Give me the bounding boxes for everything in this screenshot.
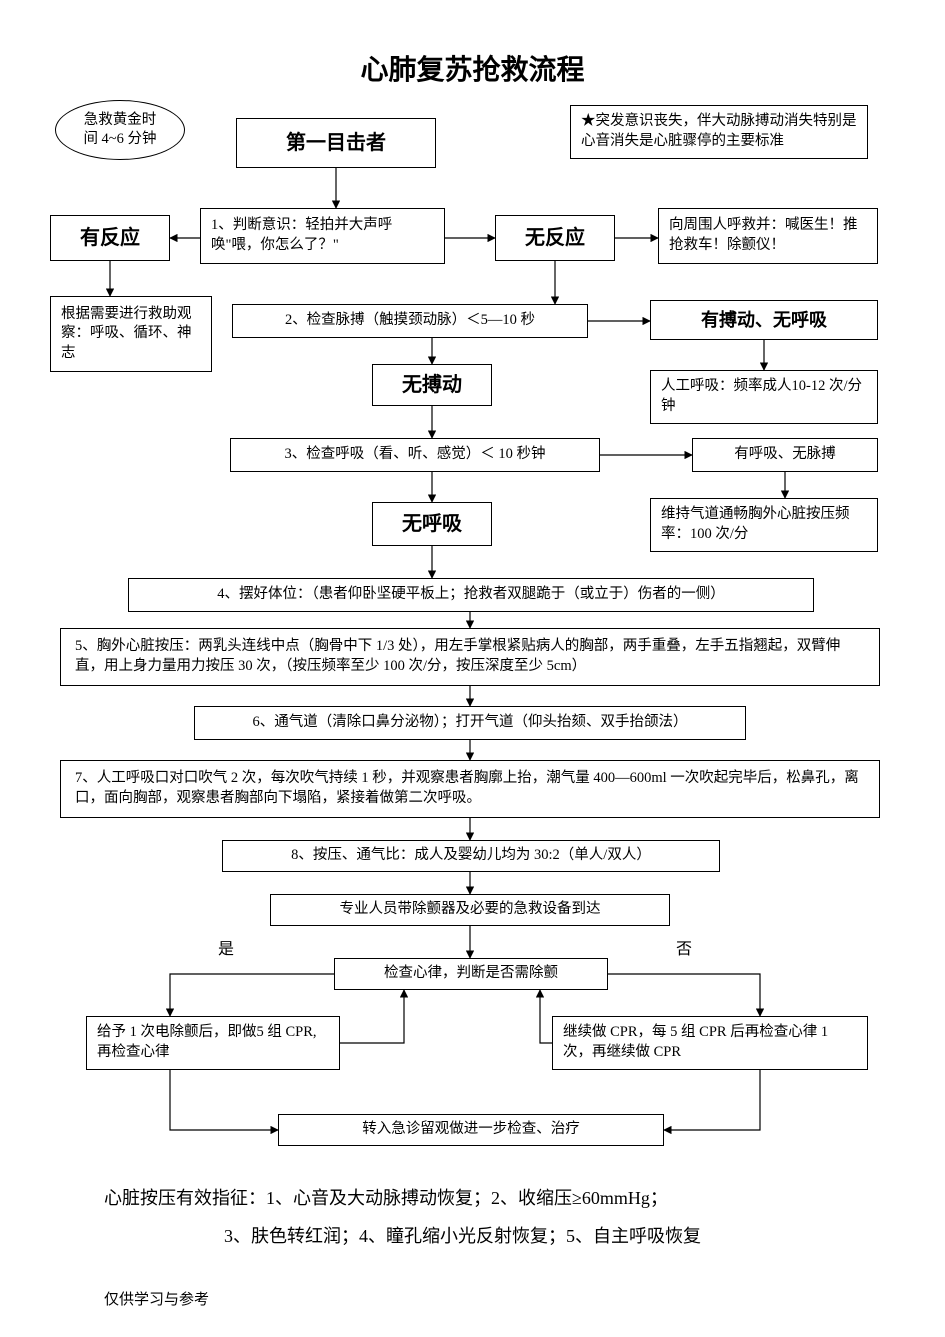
- indicators-text: 心脏按压有效指征：1、心音及大动脉搏动恢复；2、收缩压≥60mmHg； 3、肤色…: [104, 1180, 864, 1256]
- indicators-line1: 心脏按压有效指征：1、心音及大动脉搏动恢复；2、收缩压≥60mmHg；: [104, 1180, 864, 1218]
- no-label: 否: [676, 935, 692, 959]
- transfer-box: 转入急诊留观做进一步检查、治疗: [278, 1114, 664, 1146]
- yes-branch-box: 给予 1 次电除颤后，即做5 组 CPR,再检查心律: [86, 1016, 340, 1070]
- breath-no-pulse-box: 有呼吸、无脉搏: [692, 438, 878, 472]
- golden-time-ellipse: 急救黄金时 间 4~6 分钟: [55, 100, 185, 160]
- check-rhythm-box: 检查心律，判断是否需除颤: [334, 958, 608, 990]
- flowchart-page: 心肺复苏抢救流程 急救黄金时 间 4~6 分钟 第一目击者 ★突发意识丧失，伴大…: [0, 0, 945, 1337]
- step5-box: 5、胸外心脏按压：两乳头连线中点（胸骨中下 1/3 处），用左手掌根紧贴病人的胸…: [60, 628, 880, 686]
- pulse-no-breath-box: 有搏动、无呼吸: [650, 300, 878, 340]
- call-help-box: 向周围人呼救并：喊医生！推抢救车！除颤仪！: [658, 208, 878, 264]
- indicators-line2: 3、肤色转红润；4、瞳孔缩小光反射恢复；5、自主呼吸恢复: [104, 1218, 864, 1256]
- no-response-box: 无反应: [495, 215, 615, 261]
- step7-box: 7、人工呼吸口对口吹气 2 次，每次吹气持续 1 秒，并观察患者胸廓上抬，潮气量…: [60, 760, 880, 818]
- step1-box: 1、判断意识：轻拍并大声呼唤"喂，你怎么了？": [200, 208, 445, 264]
- step4-box: 4、摆好体位：（患者仰卧坚硬平板上；抢救者双腿跪于（或立于）伤者的一侧）: [128, 578, 814, 612]
- first-responder-box: 第一目击者: [236, 118, 436, 168]
- has-response-box: 有反应: [50, 215, 170, 261]
- artificial-breath-box: 人工呼吸：频率成人10-12 次/分钟: [650, 370, 878, 424]
- maintain-airway-box: 维持气道通畅胸外心脏按压频率：100 次/分: [650, 498, 878, 552]
- observe-box: 根据需要进行救助观察：呼吸、循环、神志: [50, 296, 212, 372]
- footer-note: 仅供学习与参考: [104, 1288, 209, 1309]
- step6-box: 6、通气道（清除口鼻分泌物）；打开气道（仰头抬颏、双手抬颌法）: [194, 706, 746, 740]
- no-branch-box: 继续做 CPR，每 5 组 CPR 后再检查心律 1 次，再继续做 CPR: [552, 1016, 868, 1070]
- page-title: 心肺复苏抢救流程: [0, 48, 945, 88]
- equipment-arrive-box: 专业人员带除颤器及必要的急救设备到达: [270, 894, 670, 926]
- step3-box: 3、检查呼吸（看、听、感觉）＜ 10 秒钟: [230, 438, 600, 472]
- step2-box: 2、检查脉搏（触摸颈动脉）＜5—10 秒: [232, 304, 588, 338]
- step8-box: 8、按压、通气比：成人及婴幼儿均为 30:2（单人/双人）: [222, 840, 720, 872]
- yes-label: 是: [218, 935, 234, 959]
- no-breath-box: 无呼吸: [372, 502, 492, 546]
- no-pulse-box: 无搏动: [372, 364, 492, 406]
- standard-note-box: ★突发意识丧失，伴大动脉搏动消失特别是心音消失是心脏骤停的主要标准: [570, 105, 868, 159]
